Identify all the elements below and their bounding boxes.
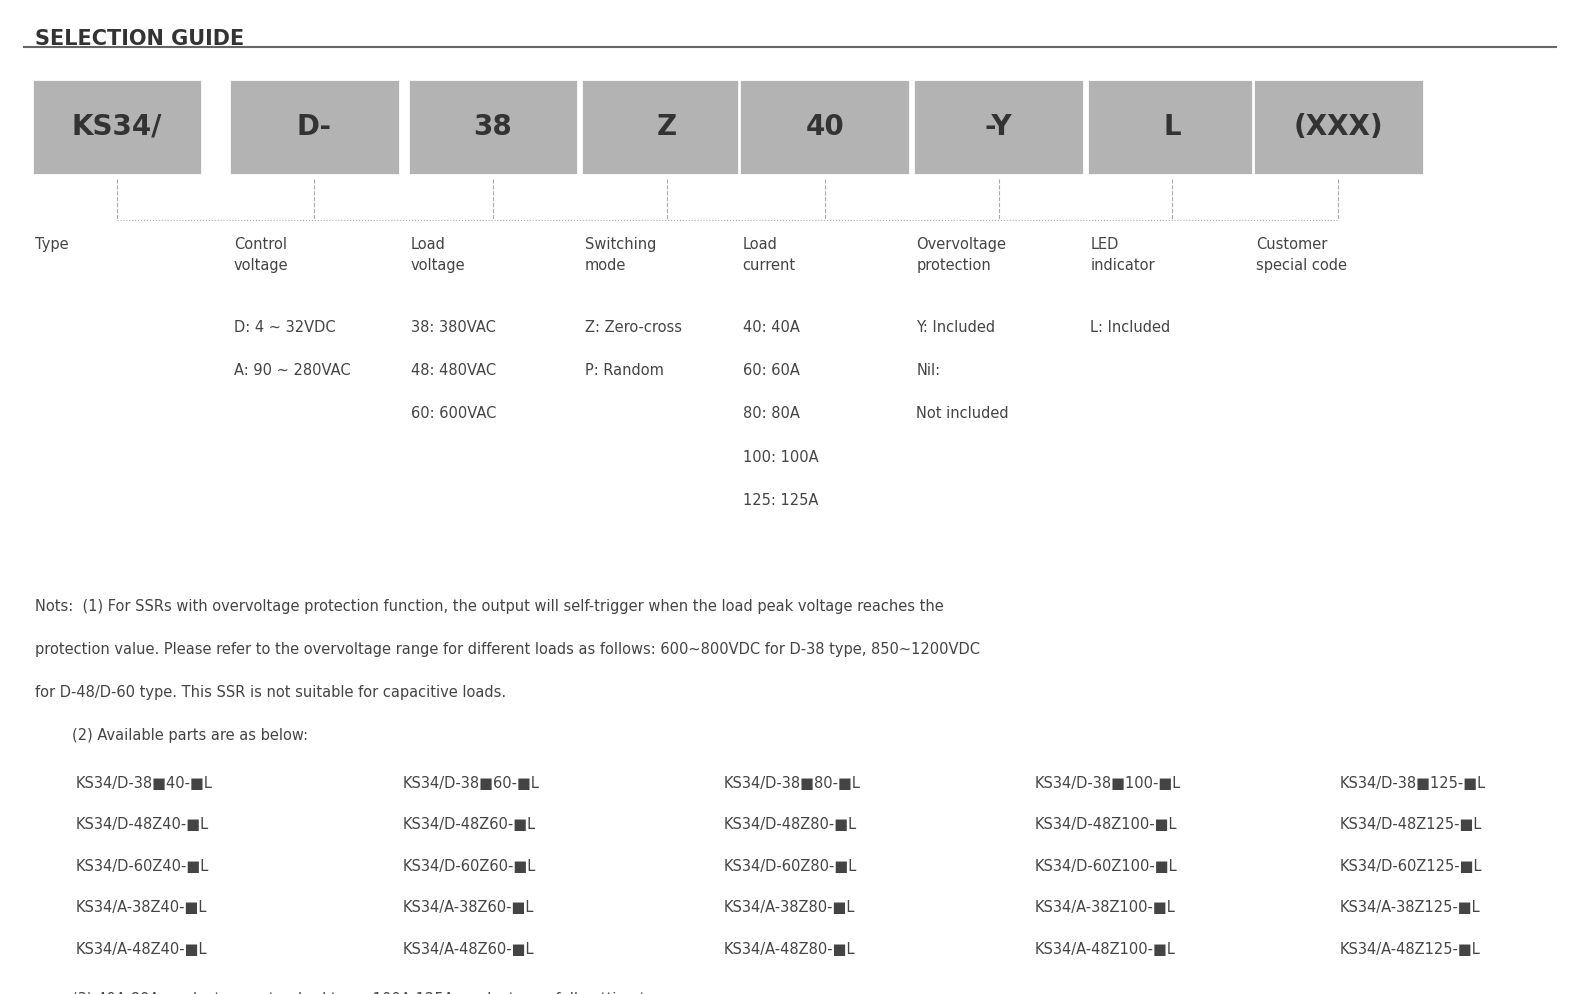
Text: Nots:  (1) For SSRs with overvoltage protection function, the output will self-t: Nots: (1) For SSRs with overvoltage prot…	[35, 598, 943, 613]
Text: KS34/D-38■80-■L: KS34/D-38■80-■L	[724, 775, 861, 790]
Text: KS34/D-60Z80-■L: KS34/D-60Z80-■L	[724, 859, 856, 874]
Text: KS34/D-60Z125-■L: KS34/D-60Z125-■L	[1340, 859, 1482, 874]
Text: 60: 600VAC: 60: 600VAC	[411, 407, 496, 421]
FancyBboxPatch shape	[408, 79, 578, 175]
Text: Nil:: Nil:	[916, 363, 940, 379]
Text: Not included: Not included	[916, 407, 1010, 421]
Text: D-: D-	[297, 112, 332, 141]
Text: KS34/A-38Z100-■L: KS34/A-38Z100-■L	[1035, 901, 1176, 915]
Text: KS34/A-48Z125-■L: KS34/A-48Z125-■L	[1340, 942, 1480, 957]
Text: KS34/A-48Z60-■L: KS34/A-48Z60-■L	[403, 942, 534, 957]
Text: 40: 40A: 40: 40A	[743, 320, 799, 335]
Text: KS34/A-38Z40-■L: KS34/A-38Z40-■L	[76, 901, 207, 915]
FancyBboxPatch shape	[581, 79, 752, 175]
Text: 38: 380VAC: 38: 380VAC	[411, 320, 496, 335]
Text: KS34/D-48Z40-■L: KS34/D-48Z40-■L	[76, 817, 209, 832]
Text: KS34/: KS34/	[71, 112, 163, 141]
Text: L: L	[1163, 112, 1182, 141]
Text: 48: 480VAC: 48: 480VAC	[411, 363, 496, 379]
Text: KS34/D-60Z100-■L: KS34/D-60Z100-■L	[1035, 859, 1177, 874]
Text: Customer
special code: Customer special code	[1256, 237, 1348, 273]
Text: Z: Z	[657, 112, 676, 141]
Text: KS34/D-48Z80-■L: KS34/D-48Z80-■L	[724, 817, 856, 832]
Text: Overvoltage
protection: Overvoltage protection	[916, 237, 1006, 273]
Text: Switching
mode: Switching mode	[585, 237, 656, 273]
Text: Y: Included: Y: Included	[916, 320, 995, 335]
Text: P: Random: P: Random	[585, 363, 664, 379]
Text: for D-48/D-60 type. This SSR is not suitable for capacitive loads.: for D-48/D-60 type. This SSR is not suit…	[35, 685, 506, 700]
Text: KS34/D-60Z60-■L: KS34/D-60Z60-■L	[403, 859, 536, 874]
Text: KS34/D-38■40-■L: KS34/D-38■40-■L	[76, 775, 213, 790]
Text: 125: 125A: 125: 125A	[743, 493, 818, 508]
Text: 100: 100A: 100: 100A	[743, 449, 818, 465]
FancyBboxPatch shape	[739, 79, 910, 175]
FancyBboxPatch shape	[1087, 79, 1258, 175]
Text: 80: 80A: 80: 80A	[743, 407, 799, 421]
Text: KS34/A-38Z60-■L: KS34/A-38Z60-■L	[403, 901, 534, 915]
Text: D: 4 ~ 32VDC: D: 4 ~ 32VDC	[234, 320, 335, 335]
Text: 40: 40	[806, 112, 844, 141]
Text: KS34/D-48Z100-■L: KS34/D-48Z100-■L	[1035, 817, 1177, 832]
Text: KS34/A-38Z80-■L: KS34/A-38Z80-■L	[724, 901, 855, 915]
Text: KS34/A-48Z80-■L: KS34/A-48Z80-■L	[724, 942, 855, 957]
Text: Load
voltage: Load voltage	[411, 237, 466, 273]
Text: (2) Available parts are as below:: (2) Available parts are as below:	[35, 729, 308, 744]
FancyBboxPatch shape	[32, 79, 202, 175]
Text: KS34/A-48Z40-■L: KS34/A-48Z40-■L	[76, 942, 207, 957]
Text: (XXX): (XXX)	[1294, 112, 1382, 141]
Text: KS34/D-38■125-■L: KS34/D-38■125-■L	[1340, 775, 1485, 790]
Text: KS34/D-38■60-■L: KS34/D-38■60-■L	[403, 775, 540, 790]
Text: Load
current: Load current	[743, 237, 796, 273]
Text: A: 90 ~ 280VAC: A: 90 ~ 280VAC	[234, 363, 351, 379]
Text: LED
indicator: LED indicator	[1090, 237, 1155, 273]
FancyBboxPatch shape	[1253, 79, 1424, 175]
Text: protection value. Please refer to the overvoltage range for different loads as f: protection value. Please refer to the ov…	[35, 642, 980, 657]
Text: SELECTION GUIDE: SELECTION GUIDE	[35, 29, 243, 49]
FancyBboxPatch shape	[913, 79, 1084, 175]
Text: KS34/D-48Z60-■L: KS34/D-48Z60-■L	[403, 817, 536, 832]
FancyBboxPatch shape	[229, 79, 400, 175]
Text: (3) 40A-80A products are standard type, 100A-125A products are full potting type: (3) 40A-80A products are standard type, …	[35, 992, 676, 994]
Text: 60: 60A: 60: 60A	[743, 363, 799, 379]
Text: L: Included: L: Included	[1090, 320, 1171, 335]
Text: Control
voltage: Control voltage	[234, 237, 289, 273]
Text: 38: 38	[474, 112, 512, 141]
Text: Type: Type	[35, 237, 68, 251]
Text: Z: Zero-cross: Z: Zero-cross	[585, 320, 681, 335]
Text: -Y: -Y	[984, 112, 1013, 141]
Text: KS34/D-60Z40-■L: KS34/D-60Z40-■L	[76, 859, 209, 874]
Text: KS34/A-38Z125-■L: KS34/A-38Z125-■L	[1340, 901, 1480, 915]
Text: KS34/D-48Z125-■L: KS34/D-48Z125-■L	[1340, 817, 1482, 832]
Text: KS34/D-38■100-■L: KS34/D-38■100-■L	[1035, 775, 1182, 790]
Text: KS34/A-48Z100-■L: KS34/A-48Z100-■L	[1035, 942, 1176, 957]
